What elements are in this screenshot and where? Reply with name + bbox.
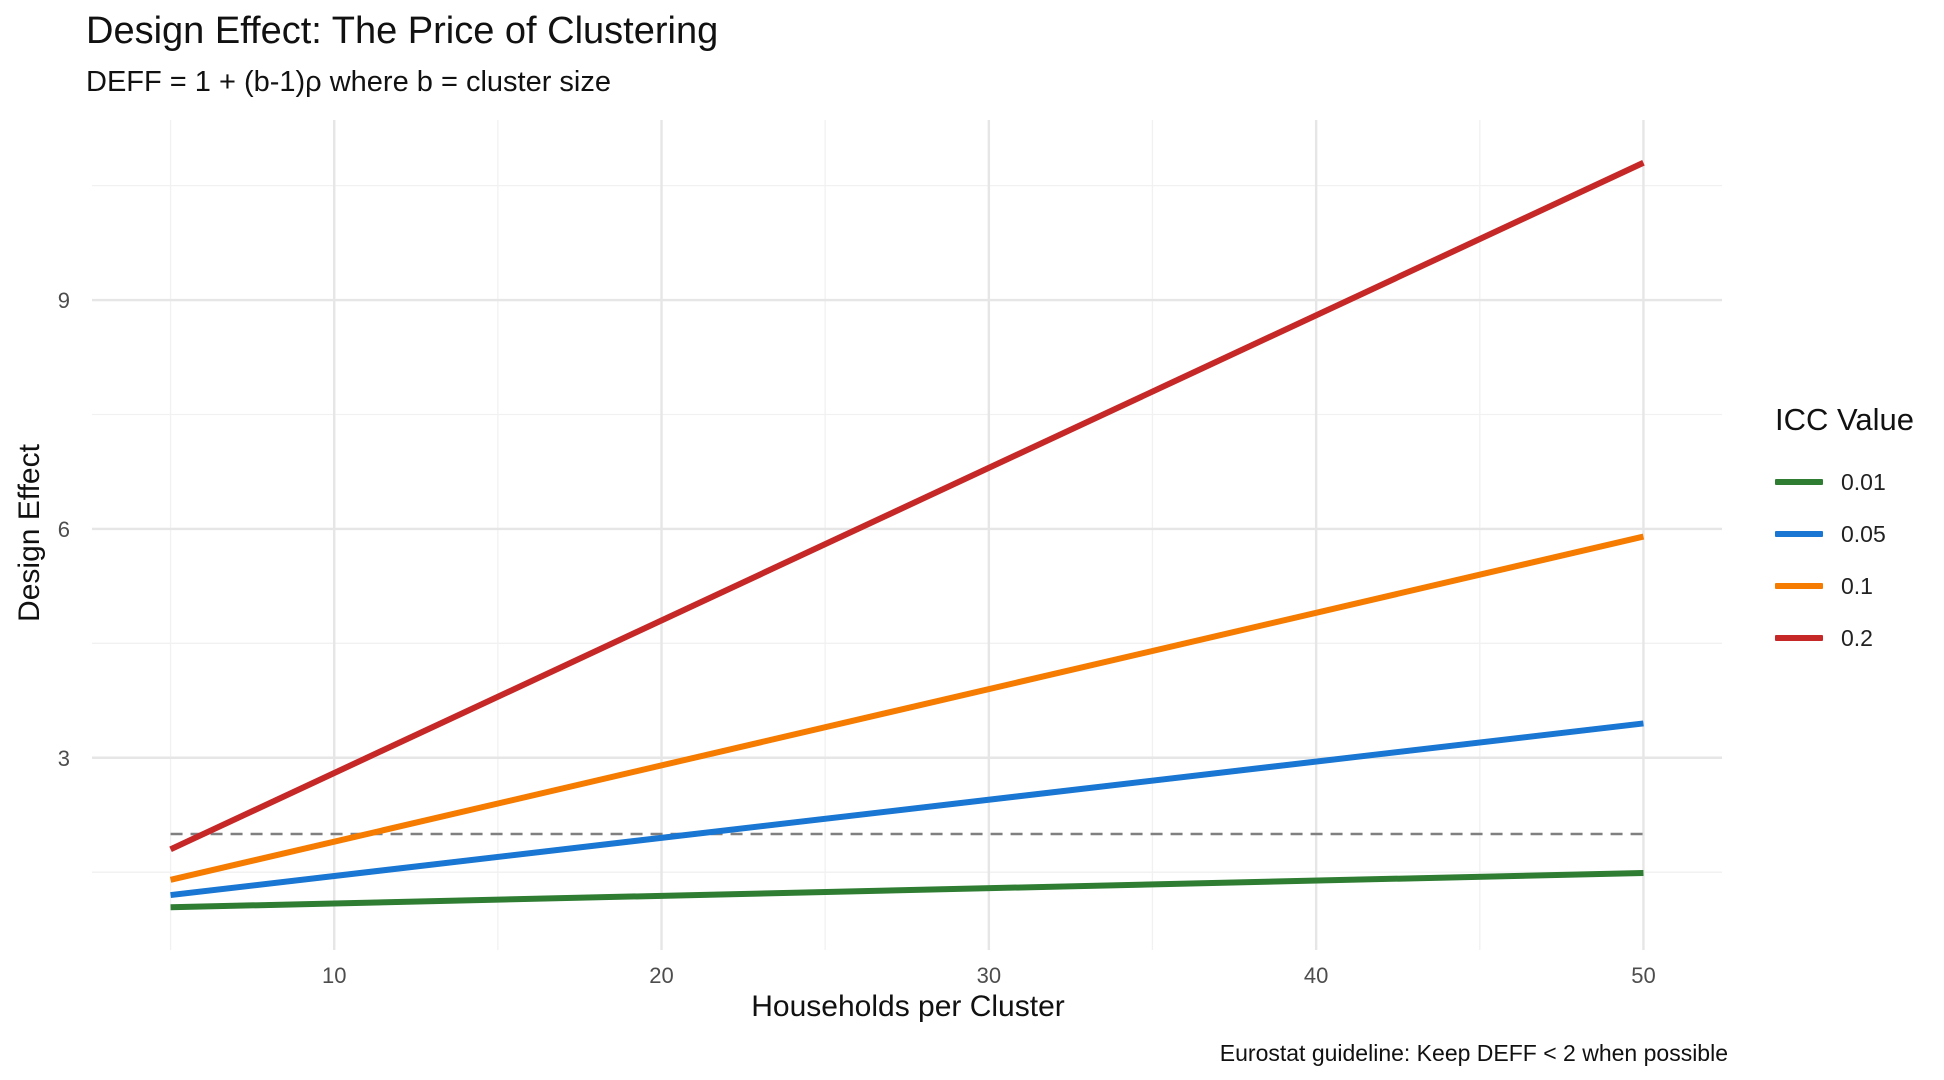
x-tick-label: 10: [322, 963, 346, 988]
series-line-1: [170, 720, 1644, 899]
legend: ICC Value 0.01 0.05 0.1 0.2: [1775, 402, 1914, 664]
legend-label: 0.05: [1841, 520, 1886, 547]
series-line-2: [169, 533, 1645, 883]
y-tick-label: 9: [58, 288, 70, 313]
legend-label: 0.2: [1841, 624, 1873, 651]
x-tick-label: 50: [1631, 963, 1655, 988]
legend-label: 0.01: [1841, 468, 1886, 495]
legend-item-0: 0.01: [1775, 456, 1914, 508]
chart-title: Design Effect: The Price of Clustering: [86, 10, 719, 52]
series-line-0: [170, 869, 1644, 911]
chart-subtitle: DEFF = 1 + (b-1)ρ where b = cluster size: [86, 66, 611, 98]
x-tick-label: 20: [649, 963, 673, 988]
legend-item-1: 0.05: [1775, 508, 1914, 560]
chart-caption: Eurostat guideline: Keep DEFF < 2 when p…: [1219, 1040, 1728, 1066]
legend-swatch: [1775, 635, 1823, 641]
legend-swatch: [1775, 583, 1823, 589]
x-tick-label: 30: [977, 963, 1001, 988]
legend-item-2: 0.1: [1775, 560, 1914, 612]
y-tick-label: 3: [58, 746, 70, 771]
legend-item-3: 0.2: [1775, 612, 1914, 664]
legend-title: ICC Value: [1775, 402, 1914, 437]
y-axis-label: Design Effect: [13, 444, 46, 622]
x-axis-label: Households per Cluster: [751, 990, 1065, 1023]
series-line-3: [169, 160, 1645, 853]
x-tick-label: 40: [1304, 963, 1328, 988]
legend-swatch: [1775, 531, 1823, 537]
legend-swatch: [1775, 479, 1823, 485]
legend-label: 0.1: [1841, 572, 1873, 599]
y-tick-label: 6: [58, 517, 70, 542]
